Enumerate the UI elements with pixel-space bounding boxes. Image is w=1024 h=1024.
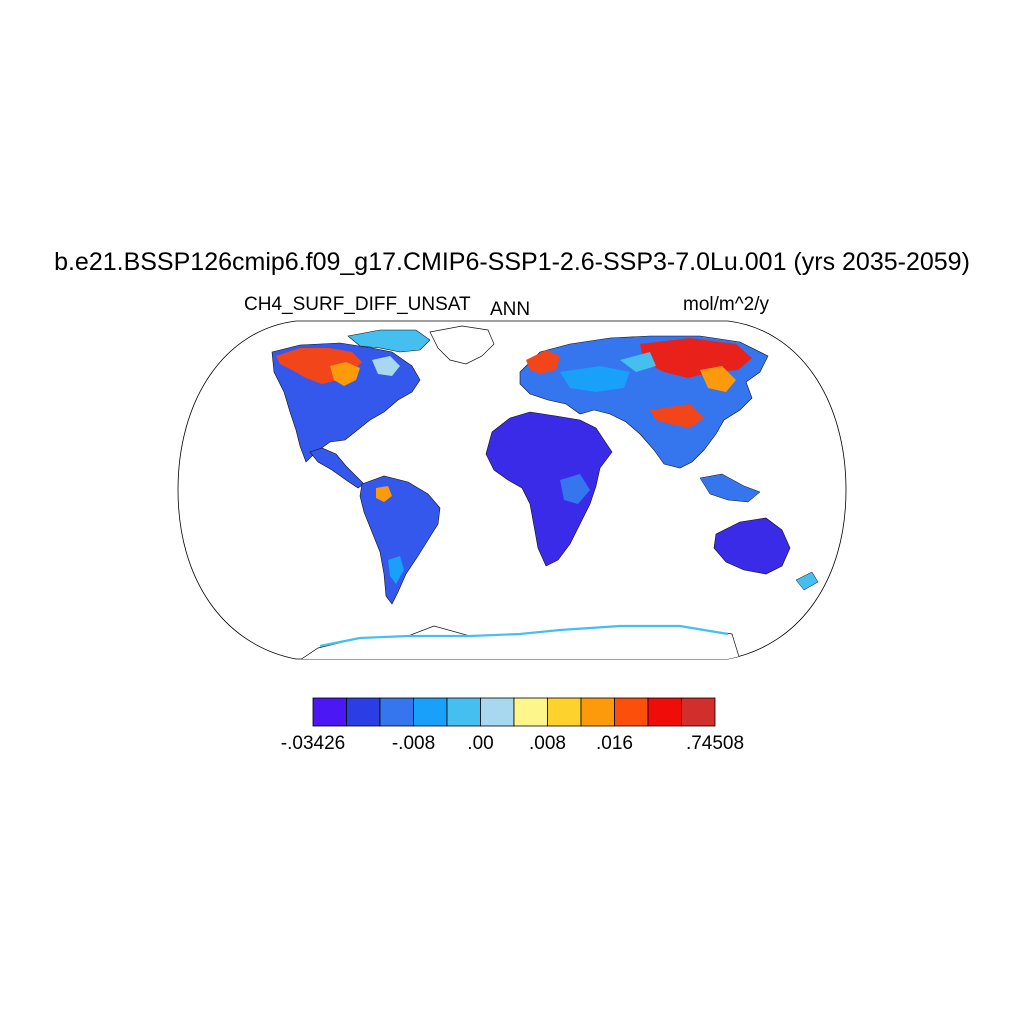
- colorbar-label: .008: [529, 733, 566, 754]
- colorbar-box: [379, 697, 414, 727]
- south-america-land: [359, 475, 441, 605]
- europe-light-patch: [560, 366, 630, 392]
- colorbar-box: [513, 697, 548, 727]
- colorbar-box: [547, 697, 582, 727]
- colorbar-box: [312, 697, 347, 727]
- colorbar-label: .016: [596, 733, 633, 754]
- colorbar-label: .74508: [685, 733, 745, 754]
- maritime-asia-land: [699, 473, 761, 503]
- colorbar-box: [614, 697, 649, 727]
- season-label: ANN: [490, 299, 531, 320]
- variable-name: CH4_SURF_DIFF_UNSAT: [244, 294, 471, 315]
- scandinavia-high-flux: [526, 350, 560, 374]
- colorbar-box: [647, 697, 682, 727]
- central-asia-high-flux: [650, 404, 704, 428]
- units-label: mol/m^2/y: [683, 294, 769, 315]
- colorbar-label: -.03426: [280, 733, 346, 754]
- australia-land: [713, 517, 791, 575]
- colorbar-box: [580, 697, 615, 727]
- south-asia-light-patch: [620, 352, 656, 372]
- colorbar-box: [346, 697, 381, 727]
- hudson-bay-rim: [372, 356, 400, 376]
- canada-islands: [347, 329, 431, 353]
- amazon-orange-patch: [376, 486, 392, 502]
- africa-land: [485, 411, 613, 567]
- colorbar-label: -.008: [391, 733, 436, 754]
- colorbar-box: [480, 697, 515, 727]
- new-zealand: [795, 571, 819, 591]
- north-america-orange-patch: [330, 362, 360, 386]
- colorbar-box: [413, 697, 448, 727]
- siberia-orange-patch: [700, 366, 736, 392]
- antarctica-coast-flux: [319, 624, 729, 648]
- colorbar-box: [446, 697, 481, 727]
- africa-light-patch: [560, 474, 590, 504]
- plot-title: b.e21.BSSP126cmip6.f09_g17.CMIP6-SSP1-2.…: [54, 248, 970, 276]
- colorbar-box: [681, 697, 716, 727]
- colorbar-label: .00: [467, 733, 494, 754]
- south-america-light-patch: [388, 556, 404, 584]
- greenland: [429, 325, 495, 365]
